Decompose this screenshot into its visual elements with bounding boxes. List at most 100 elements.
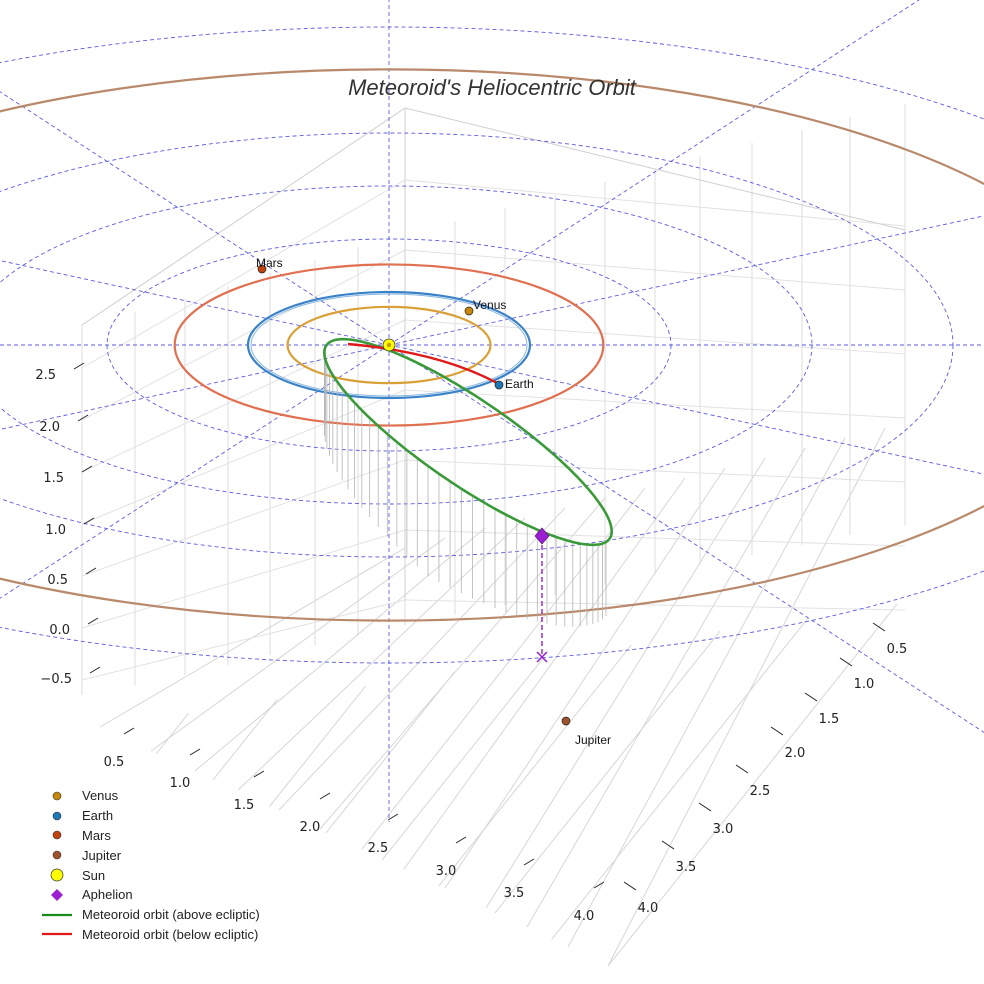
back-grid-line <box>404 459 906 483</box>
back-grid-line <box>81 179 406 369</box>
z-tick-label: 1.5 <box>43 471 64 486</box>
planet-orbits <box>0 68 984 622</box>
earth-orbit-inner <box>250 293 528 397</box>
legend-item: Meteoroid orbit (below ecliptic) <box>40 925 260 945</box>
floor-grid-line <box>212 699 278 781</box>
y-tick-mark <box>804 692 818 702</box>
z-tick-label: 2.0 <box>39 420 60 435</box>
x-tick-label: 4.0 <box>574 909 595 924</box>
jupiter-marker <box>561 716 571 726</box>
floor-grid-line <box>403 477 686 870</box>
legend-big-circle-icon <box>40 867 74 883</box>
sun-core <box>386 342 392 348</box>
legend-line-icon <box>40 907 74 923</box>
x-tick-mark <box>523 858 535 866</box>
legend-item: Mars <box>40 826 260 846</box>
legend-item: Earth <box>40 806 260 826</box>
floor-grid-line <box>319 497 606 830</box>
legend-circle-icon <box>40 827 74 843</box>
back-grid-line <box>81 599 406 681</box>
meteoroid-drop-lines <box>323 346 607 627</box>
ecliptic-grid-spoke <box>388 344 984 475</box>
ecliptic-grid-spoke <box>388 344 984 733</box>
y-tick-label: 4.0 <box>638 901 659 916</box>
z-tick-label: −0.5 <box>40 672 72 687</box>
x-tick-mark <box>319 792 331 800</box>
y-tick-label: 3.0 <box>713 822 734 837</box>
legend-label: Earth <box>82 808 114 824</box>
y-tick-mark <box>735 764 749 774</box>
floor-grid-line <box>278 507 566 811</box>
legend-circle-icon <box>40 788 74 804</box>
floor-grid-line <box>268 685 367 807</box>
legend-item: Venus <box>40 786 260 806</box>
back-grid-line <box>404 389 906 419</box>
x-tick-label: 3.5 <box>504 886 525 901</box>
floor-grid-line <box>607 427 886 967</box>
back-grid-line <box>81 459 406 577</box>
y-tick-mark <box>661 840 675 850</box>
ecliptic-grid-spoke <box>388 215 984 346</box>
floor-grid-line <box>567 437 846 948</box>
legend-item: Sun <box>40 865 260 885</box>
y-tick-label: 3.5 <box>676 860 697 875</box>
y-tick-mark <box>770 726 784 736</box>
aphelion-marker <box>534 527 550 545</box>
z-tick-mark <box>77 414 89 422</box>
jupiter-label: Jupiter <box>575 733 611 747</box>
back-grid-line <box>404 599 906 611</box>
legend-label: Meteoroid orbit (above ecliptic) <box>82 907 260 923</box>
y-tick-label: 2.5 <box>750 784 771 799</box>
x-tick-label: 1.0 <box>170 776 191 791</box>
z-tick-label: 1.0 <box>45 523 66 538</box>
z-tick-mark <box>87 617 99 625</box>
mars-label: Mars <box>256 256 283 270</box>
x-tick-label: 1.5 <box>234 798 255 813</box>
x-tick-mark <box>593 881 605 889</box>
legend-label: Aphelion <box>82 887 133 903</box>
z-tick-mark <box>73 362 85 370</box>
meteoroid-orbit <box>322 337 614 547</box>
floor-grid-line <box>444 467 726 889</box>
legend-circle-icon <box>40 847 74 863</box>
legend-item: Jupiter <box>40 845 260 865</box>
venus-orbit <box>286 305 492 385</box>
x-tick-mark <box>189 748 201 756</box>
x-tick-mark <box>123 727 135 735</box>
y-tick-label: 1.0 <box>854 677 875 692</box>
mars-orbit <box>173 263 605 427</box>
y-tick-mark <box>839 657 853 667</box>
y-tick-mark <box>698 802 712 812</box>
venus-marker <box>464 306 474 316</box>
y-tick-label: 2.0 <box>785 746 806 761</box>
ecliptic-grid-spoke <box>0 344 390 599</box>
meteoroid-orbit-below <box>347 342 500 386</box>
z-tick-mark <box>83 517 95 525</box>
floor-grid-line <box>156 713 189 754</box>
y-tick-label: 1.5 <box>819 712 840 727</box>
venus-label: Venus <box>473 298 506 312</box>
legend-line-icon <box>40 926 74 942</box>
earth-orbit <box>246 290 532 400</box>
x-tick-label: 2.5 <box>368 841 389 856</box>
back-grid-line <box>404 179 906 227</box>
back-grid-line <box>404 249 906 291</box>
z-tick-mark <box>81 465 93 473</box>
z-tick-mark <box>85 567 97 575</box>
y-tick-label: 0.5 <box>887 642 908 657</box>
floor-grid-line <box>494 631 721 914</box>
floor-grid-line <box>551 617 809 940</box>
floor-grid-line <box>150 537 446 752</box>
x-tick-mark <box>387 813 399 821</box>
floor-grid-line <box>381 658 544 861</box>
floor-grid-line <box>526 447 806 928</box>
x-tick-label: 3.0 <box>436 864 457 879</box>
z-tick-label: 0.5 <box>47 573 68 588</box>
back-grid-line <box>404 529 906 547</box>
y-tick-mark <box>623 881 637 891</box>
y-tick-mark <box>872 622 886 632</box>
meteoroid-orbit-above <box>322 337 614 547</box>
earth-marker <box>494 380 504 390</box>
legend-item: Meteoroid orbit (above ecliptic) <box>40 905 260 925</box>
